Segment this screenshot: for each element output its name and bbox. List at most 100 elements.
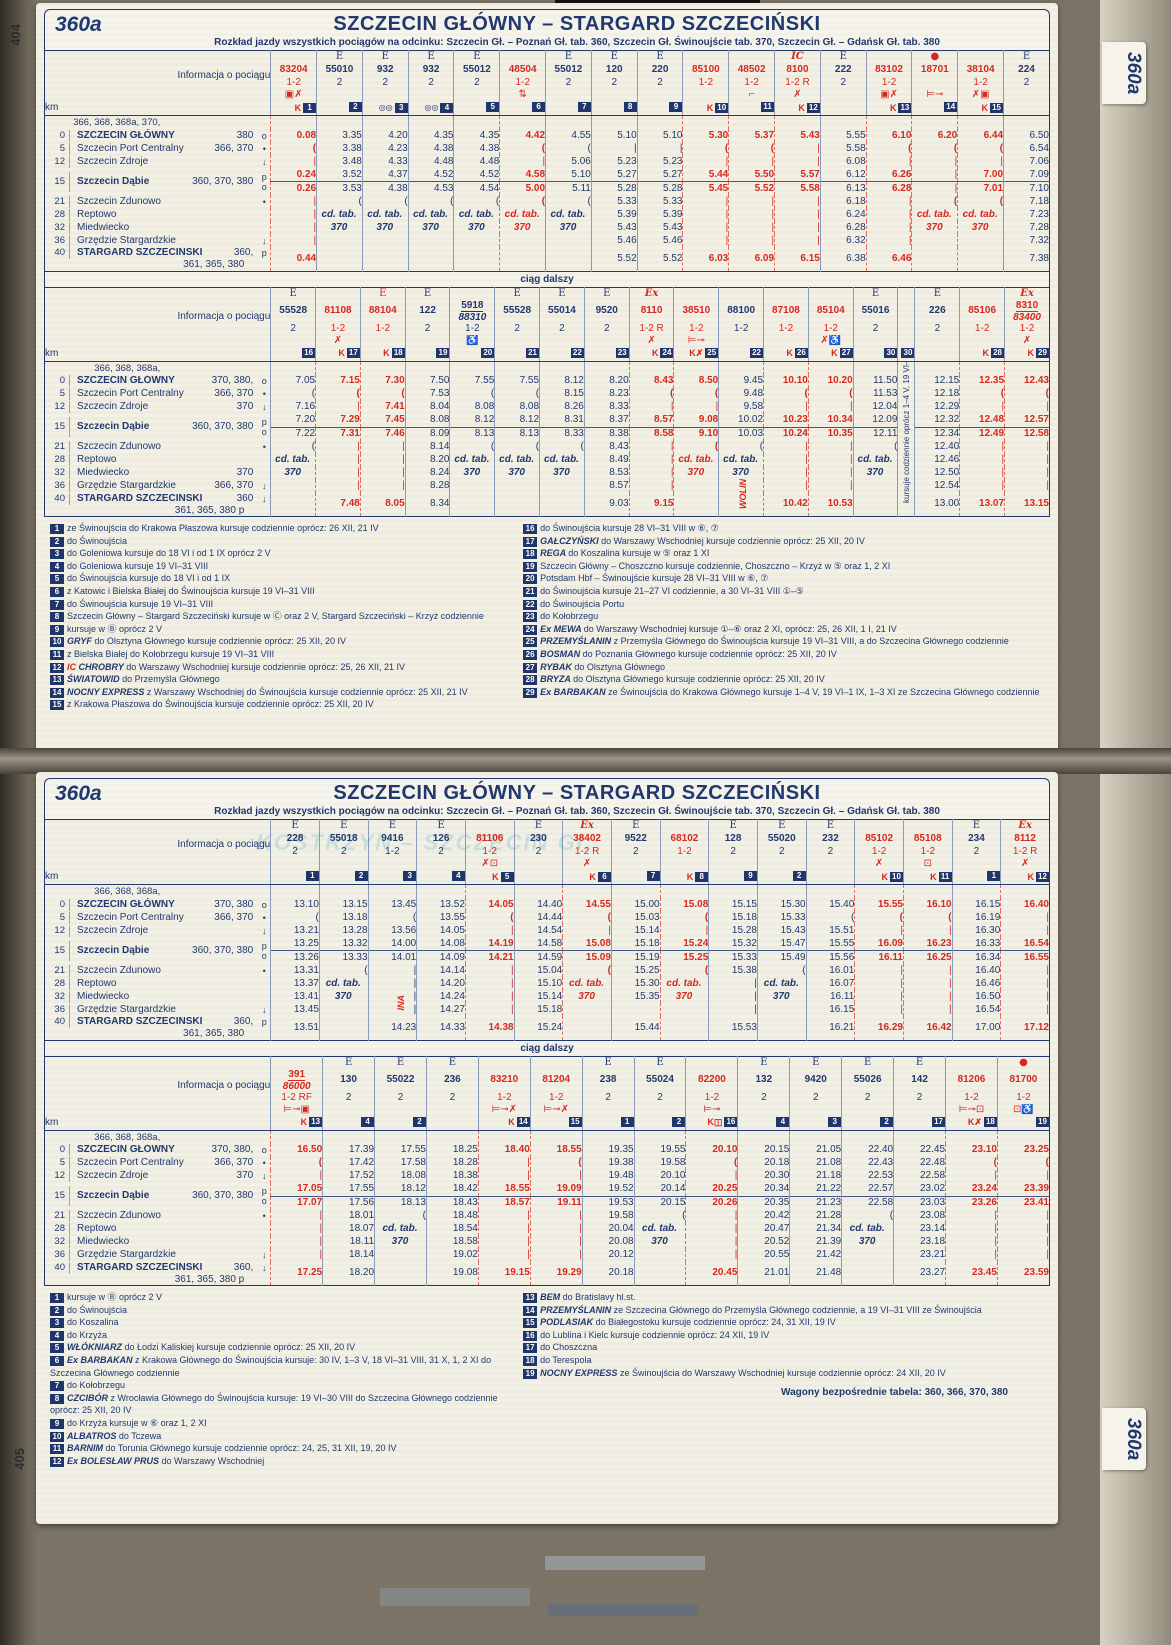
footnote-ref: 2: [354, 871, 368, 882]
note-refs: K 12: [774, 101, 821, 116]
time-cell: |: [682, 208, 729, 221]
time-cell: 15.30: [610, 977, 661, 990]
time-cell: |: [945, 1248, 998, 1262]
time-cell: [361, 234, 409, 247]
note-refs: 19: [996, 1115, 1050, 1131]
station-cell: 32 Miedwiecko 370: [45, 467, 271, 480]
footnote-text: do Bratislavy hl.st.: [562, 1292, 636, 1302]
train-number: 68102: [659, 832, 709, 846]
train-category: E: [270, 819, 320, 832]
time-cell: |: [682, 195, 729, 208]
amenity-icons: [590, 89, 638, 101]
time-cell: 13.55: [416, 911, 466, 924]
circle-icons: ◎◎: [378, 102, 393, 112]
amenity-icons: [545, 89, 592, 101]
station-name: Szczecin Zdroje: [77, 1170, 149, 1181]
note-refs: 4: [737, 1115, 790, 1131]
note-refs: ◎◎ 3: [361, 101, 409, 116]
train-category: Ex: [628, 287, 674, 300]
train-class: 1-2: [673, 322, 719, 335]
time-cell: 20.15: [633, 1195, 686, 1210]
time-cell: 5.50: [728, 168, 775, 182]
stop-marker: o: [261, 376, 267, 386]
time-cell: 13.41: [270, 990, 320, 1003]
time-cell: 15.32: [708, 937, 758, 951]
train-number: 85104: [807, 299, 854, 323]
footnote-ref: 12: [1036, 871, 1049, 882]
time-cell: |: [477, 1248, 531, 1262]
k-marker: K: [589, 871, 596, 882]
time-cell: cd. tab.: [673, 453, 719, 467]
amenity-icons: [425, 1103, 479, 1116]
train-class: 2: [805, 846, 855, 858]
train-class: 1-2: [718, 322, 764, 335]
time-cell: 14.33: [416, 1016, 466, 1040]
time-cell: 370: [852, 466, 898, 480]
time-cell: 9.58: [718, 400, 764, 414]
train-number: 82200: [685, 1068, 738, 1092]
amenity-icons: [633, 1103, 686, 1116]
time-cell: 10.02: [718, 413, 764, 427]
km-value: 5: [45, 388, 70, 400]
time-cell: [425, 1130, 479, 1144]
footnote-text: do Kołobrzegu: [540, 611, 599, 622]
station-tab-refs: 360, 370, 380: [192, 944, 254, 956]
time-cell: 4.33: [361, 155, 409, 168]
note-refs: K 12: [1000, 870, 1050, 885]
time-cell: 5.28: [636, 181, 683, 195]
amenity-icons: [789, 1103, 842, 1116]
time-cell: 21.01: [737, 1261, 790, 1286]
station-cell: 21 Szczecin Zdunowo •: [45, 964, 271, 977]
footnote: 16 do Świnoujścia kursuje 28 VI–31 VIII w…: [523, 522, 1048, 535]
train-class: 1-2: [854, 846, 904, 858]
footnote: 19 Szczecin Główny – Choszczno kursuje co…: [523, 560, 1048, 573]
train-category: E: [636, 50, 683, 63]
time-cell: 8.12: [539, 374, 585, 388]
time-cell: [1003, 115, 1050, 129]
time-cell: 7.55: [449, 374, 495, 388]
footnote: 10 GRYF do Olsztyna Głównego kursuje codz…: [50, 635, 509, 648]
station-cell: 366, 368, 368a,: [45, 885, 271, 899]
time-cell: |: [367, 964, 417, 977]
time-cell: 4.53: [407, 181, 454, 195]
time-cell: 0.24: [270, 168, 317, 182]
footnote-number: 10: [50, 637, 64, 648]
km-value: 28: [45, 977, 70, 990]
time-cell: 10.53: [807, 492, 854, 517]
km-value: 36: [45, 1003, 70, 1016]
time-cell: |: [807, 453, 854, 467]
time-cell: (: [449, 440, 495, 454]
train-number: 9416: [367, 832, 417, 846]
station-cell: 40 STARGARD SZCZECIŃSKI 360, ↓ 361, 365, 380…: [45, 1261, 271, 1286]
amenity-icons: [610, 858, 661, 870]
train-class: 2: [914, 322, 960, 335]
time-cell: (: [628, 387, 674, 401]
time-cell: |: [315, 453, 361, 467]
time-cell: 5.23: [636, 155, 683, 168]
train-category: [897, 287, 915, 300]
time-cell: 21.28: [789, 1209, 842, 1223]
footnotes-page2: 1 kursuje w Ⓑ oprócz 2 V 2 do Świnoujścia 3 d…: [44, 1286, 1050, 1467]
time-cell: 5.10: [545, 168, 592, 182]
time-cell: 16.33: [951, 937, 1001, 951]
time-cell: 13.37: [270, 977, 320, 990]
time-cell: 13.56: [367, 924, 417, 937]
time-cell: |: [957, 155, 1004, 168]
time-cell: 23.24: [945, 1182, 998, 1196]
time-cell: |: [477, 1169, 531, 1183]
time-cell: (: [718, 440, 764, 454]
time-cell: |: [708, 977, 758, 990]
footnote-number: 15: [50, 700, 64, 711]
station-name: Szczecin Zdroje: [77, 924, 149, 936]
time-cell: 370: [539, 466, 585, 480]
footnote: 8 Szczecin Główny – Stargard Szczeciński …: [50, 610, 509, 623]
time-cell: |: [996, 1235, 1050, 1249]
note-refs: K 27: [807, 346, 854, 362]
time-cell: [841, 1248, 894, 1262]
footnote-ref: 5: [486, 102, 500, 113]
train-class: 1-2: [685, 1091, 738, 1104]
time-cell: [513, 884, 563, 898]
time-cell: [659, 884, 709, 898]
time-cell: 13.15: [318, 898, 369, 911]
note-refs: 21: [494, 346, 540, 362]
